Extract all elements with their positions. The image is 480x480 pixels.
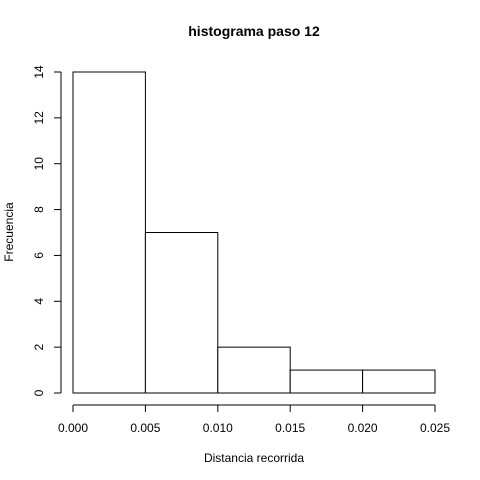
y-tick-label: 4 <box>32 298 46 305</box>
bars-group <box>72 71 436 394</box>
histogram-bar-4 <box>362 369 436 394</box>
x-tick-label: 0.010 <box>203 421 233 435</box>
x-axis: 0.000 0.005 0.010 0.015 0.020 0.025 <box>58 404 450 435</box>
x-axis-label: Distancia recorrida <box>204 451 304 465</box>
y-tick-label: 14 <box>32 65 46 79</box>
y-tick-label: 10 <box>32 157 46 171</box>
y-tick-label: 0 <box>32 389 46 396</box>
x-tick-label: 0.025 <box>420 421 450 435</box>
y-axis-label: Frecuencia <box>2 202 16 262</box>
y-tick-label: 6 <box>32 252 46 259</box>
x-tick-label: 0.015 <box>275 421 305 435</box>
x-tick-label: 0.020 <box>348 421 378 435</box>
y-tick-label: 12 <box>32 111 46 125</box>
histogram-bar-0 <box>72 71 146 394</box>
y-tick-label: 8 <box>32 206 46 213</box>
histogram-bar-1 <box>144 232 219 394</box>
y-axis: 0 2 4 6 8 10 12 14 <box>32 65 62 396</box>
y-tick-label: 2 <box>32 343 46 350</box>
x-tick-label: 0.005 <box>130 421 160 435</box>
chart-title: histograma paso 12 <box>188 23 320 39</box>
x-tick-label: 0.000 <box>58 421 88 435</box>
histogram-bar-2 <box>217 346 291 394</box>
histogram-bar-3 <box>289 369 364 394</box>
